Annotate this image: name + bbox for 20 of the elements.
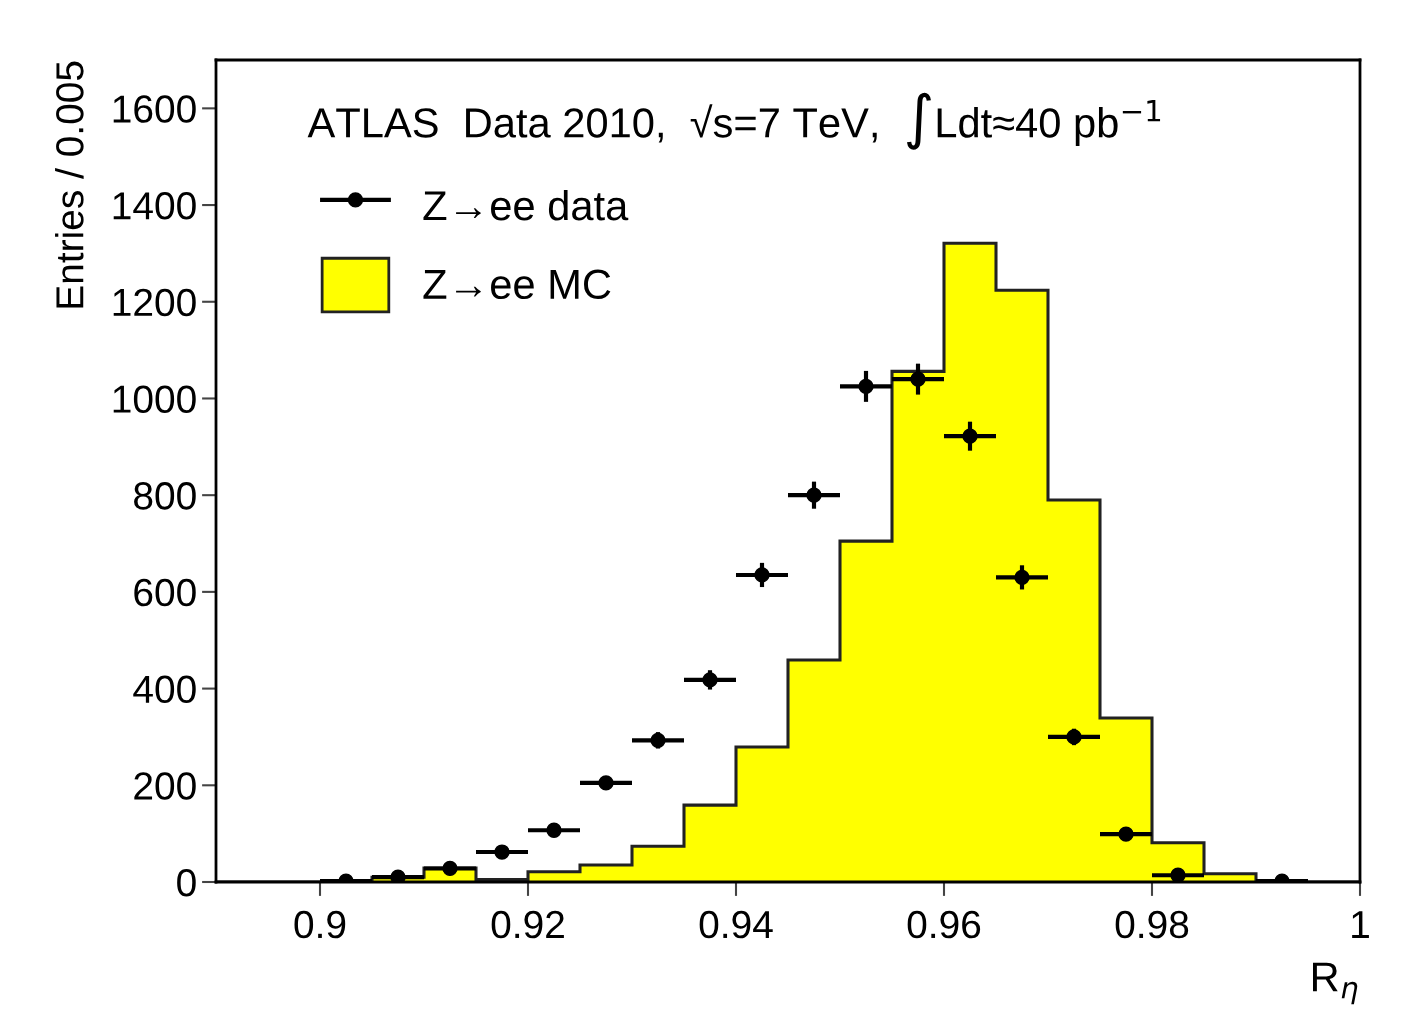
- text: ATLAS Data 2010, √s=7 TeV, ∫Ldt≈40 pb$^{−1}$: [307, 92, 1161, 150]
- x-axis-title: R$_{η}$: [1313, 962, 1358, 1005]
- y-tick-label: 0: [177, 868, 196, 897]
- y-tick-label: 200: [134, 772, 196, 800]
- y-tick-label: 1200: [113, 288, 196, 317]
- x-tick-label: 0.94: [699, 910, 773, 939]
- x-tick-label: 0.9: [294, 910, 346, 939]
- y-axis-title: Entries / 0.005: [55, 61, 84, 308]
- legend-label: Z→ee data: [423, 189, 629, 221]
- y-tick-label: 400: [133, 675, 196, 704]
- x-tick-label: 1: [1352, 911, 1369, 938]
- y-tick-label: 1600: [113, 95, 196, 123]
- y-tick-label: 600: [134, 578, 196, 607]
- x-tick-label: 0.96: [907, 910, 981, 939]
- y-tick-label: 800: [134, 482, 196, 510]
- y-tick-label: 1400: [113, 191, 196, 220]
- legend-label: Z→ee MC: [423, 269, 611, 300]
- y-tick-label: 1000: [113, 385, 196, 413]
- x-tick-label: 0.98: [1115, 910, 1189, 939]
- x-tick-label: 0.92: [491, 910, 564, 939]
